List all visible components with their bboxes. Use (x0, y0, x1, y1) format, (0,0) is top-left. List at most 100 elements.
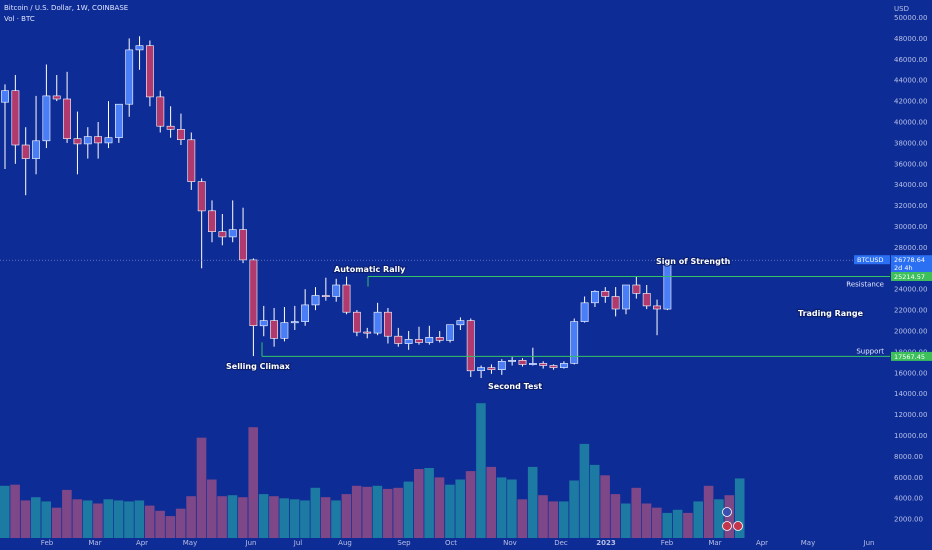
resistance-badge-value: 25214.57 (894, 273, 925, 281)
candle-body (197, 181, 206, 212)
candle-body (622, 284, 630, 310)
time-axis[interactable]: Feb Mar Apr May Jun Jul Aug Sep Oct Nov Dec 2023 Feb… (41, 539, 875, 547)
price-badge (891, 255, 932, 273)
x-tick-label: May (183, 539, 197, 547)
volume-bar (558, 501, 569, 538)
volume-bar (724, 495, 735, 538)
volume-bar (703, 485, 714, 538)
y-tick-label: 12000.00 (894, 411, 927, 419)
volume-bar (414, 469, 424, 538)
y-tick-label: 16000.00 (894, 369, 927, 377)
x-tick-label: Mar (708, 539, 721, 547)
candle-body (104, 137, 113, 144)
y-tick-label: 46000.00 (894, 56, 927, 64)
annotation-label: Automatic Rally (334, 265, 406, 274)
event-markers[interactable] (722, 507, 743, 531)
candle-body (1, 90, 9, 103)
volume-bar (372, 485, 383, 538)
support-label: Support (856, 347, 884, 355)
volume-bar (683, 512, 693, 538)
volume-bar (589, 464, 600, 538)
candle-body (135, 45, 144, 51)
candle-body (115, 103, 123, 138)
annotation-label: Selling Climax (226, 362, 291, 371)
event-marker-icon[interactable] (722, 521, 732, 531)
symbol-badge-label: BTCUSD (857, 256, 883, 264)
volume-bar (124, 501, 134, 538)
y-tick-label: 10000.00 (894, 432, 927, 440)
candle-body (580, 302, 589, 322)
volume-bar (186, 496, 196, 538)
resistance-label: Resistance (846, 281, 884, 289)
support-badge (891, 351, 932, 361)
candle-body (301, 304, 309, 322)
resistance-badge (891, 272, 932, 281)
volume-bar (320, 497, 331, 538)
volume-bar (527, 466, 538, 538)
volume-indicator-title[interactable]: Vol · BTC (4, 15, 35, 23)
y-tick-label: 14000.00 (894, 390, 927, 398)
candle-body (73, 138, 82, 145)
candle-body (342, 284, 351, 313)
candle-body (601, 290, 610, 297)
candle-body (653, 305, 661, 310)
volume-bar (641, 503, 652, 538)
candle-body (270, 320, 278, 339)
candle-body (518, 359, 527, 365)
event-marker-icon[interactable] (733, 521, 743, 531)
candle-body (83, 136, 92, 145)
volume-bar (341, 494, 352, 538)
support-badge-value: 17567.45 (894, 353, 925, 361)
y-tick-label: 8000.00 (894, 453, 923, 461)
candle-body (446, 324, 454, 341)
x-tick-label: May (801, 539, 815, 547)
volume-bar (362, 486, 372, 538)
event-marker-icon[interactable] (722, 507, 732, 517)
volume-bar (548, 501, 559, 538)
candle-body (21, 144, 30, 159)
volume-bar (476, 403, 486, 538)
candle-body (52, 95, 61, 100)
volume-bar (113, 500, 124, 538)
candle-body (477, 367, 485, 372)
candle-body (166, 125, 175, 130)
annotation-label: Sign of Strength (656, 257, 731, 266)
candle-body (415, 339, 423, 343)
volume-bar (0, 485, 10, 538)
candles (1, 36, 672, 378)
symbol-badge (854, 255, 890, 265)
volume-bar (258, 494, 269, 538)
x-tick-label: 2023 (596, 539, 616, 547)
x-tick-label: Aug (338, 539, 352, 547)
volume-bar (103, 499, 114, 538)
volume-bar (662, 512, 672, 538)
volume-bar (279, 498, 289, 538)
annotation-label: Second Test (488, 382, 542, 391)
volume-bar (600, 475, 610, 538)
volume-bars (0, 403, 745, 538)
chart-symbol-title[interactable]: Bitcoin / U.S. Dollar, 1W, COINBASE (4, 4, 129, 12)
candle-body (642, 293, 651, 307)
candle-body (456, 320, 465, 326)
volume-bar (175, 508, 186, 538)
y-tick-label: 38000.00 (894, 139, 927, 147)
price-badge-countdown: 2d 4h (894, 264, 913, 272)
volume-bar (507, 479, 517, 538)
candle-body (435, 336, 444, 341)
y-tick-label: 48000.00 (894, 35, 927, 43)
y-tick-label: 44000.00 (894, 77, 927, 85)
volume-bar (72, 499, 83, 538)
volume-bar (351, 485, 362, 538)
x-tick-label: Jun (245, 539, 257, 547)
volume-bar (93, 503, 103, 538)
volume-bar (445, 484, 455, 538)
candle-body (125, 49, 134, 105)
volume-bar (207, 479, 217, 538)
y-tick-label: 30000.00 (894, 223, 927, 231)
price-badge-value: 26778.64 (894, 256, 925, 264)
volume-bar (155, 510, 165, 538)
